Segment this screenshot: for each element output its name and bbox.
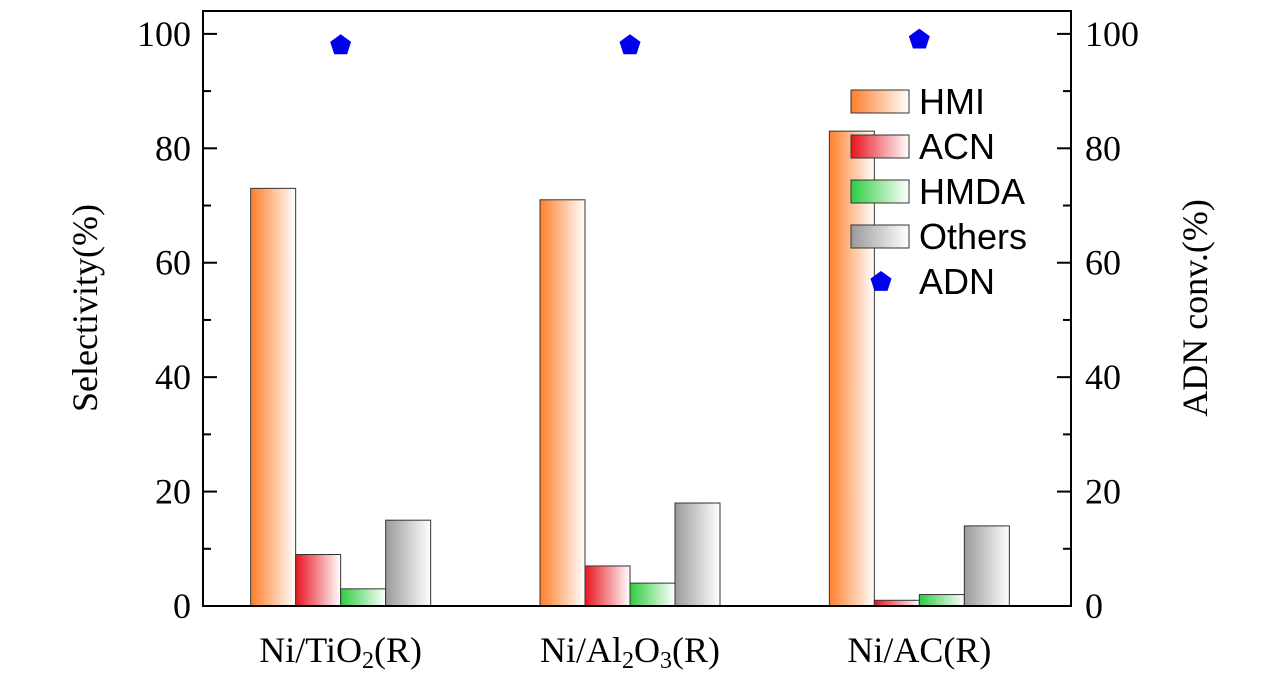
category-labels: Ni/TiO2(R) Ni/Al2O3(R) Ni/AC(R) bbox=[259, 630, 991, 674]
category-label-2: Ni/AC(R) bbox=[847, 630, 991, 670]
ytick-label-right-40: 40 bbox=[1085, 357, 1121, 397]
bar-others-2 bbox=[963, 525, 1010, 607]
ytick-label-left-0: 0 bbox=[173, 586, 191, 626]
bar-acn-0 bbox=[295, 554, 342, 607]
ytick-label-left-60: 60 bbox=[155, 243, 191, 283]
legend-swatch-acn bbox=[850, 134, 910, 159]
legend-label-hmda: HMDA bbox=[919, 171, 1025, 212]
ytick-label-right-100: 100 bbox=[1085, 14, 1139, 54]
ytick-label-left-80: 80 bbox=[155, 128, 191, 168]
ytick-label-left-100: 100 bbox=[137, 14, 191, 54]
ytick-label-left-40: 40 bbox=[155, 357, 191, 397]
bar-others-0 bbox=[385, 519, 432, 607]
y2-axis-title: ADN conv.(%) bbox=[1175, 199, 1215, 417]
ytick-label-right-60: 60 bbox=[1085, 243, 1121, 283]
ytick-label-left-20: 20 bbox=[155, 472, 191, 512]
bars-layer bbox=[250, 130, 1010, 607]
bar-acn-1 bbox=[584, 565, 631, 607]
bar-hmi-1 bbox=[539, 199, 586, 607]
y-axis-title: Selectivity(%) bbox=[65, 204, 105, 412]
legend-label-hmi: HMI bbox=[919, 81, 985, 122]
bar-hmda-2 bbox=[918, 594, 965, 607]
legend-label-others: Others bbox=[919, 216, 1027, 257]
bar-hmda-0 bbox=[340, 588, 387, 607]
legend-swatch-hmda bbox=[850, 179, 910, 204]
bar-hmi-0 bbox=[250, 187, 297, 607]
point-adn-2 bbox=[908, 28, 930, 49]
category-label-1: Ni/Al2O3(R) bbox=[540, 630, 720, 674]
point-adn-1 bbox=[619, 34, 641, 55]
legend-swatch-others bbox=[850, 224, 910, 249]
category-label-0: Ni/TiO2(R) bbox=[259, 630, 422, 674]
ytick-label-right-80: 80 bbox=[1085, 128, 1121, 168]
legend-label-adn: ADN bbox=[919, 261, 995, 302]
bar-hmda-1 bbox=[629, 582, 676, 607]
ytick-label-right-20: 20 bbox=[1085, 472, 1121, 512]
point-adn-0 bbox=[330, 34, 352, 55]
legend-label-acn: ACN bbox=[919, 126, 995, 167]
legend-swatch-hmi bbox=[850, 89, 910, 114]
bar-others-1 bbox=[674, 502, 721, 607]
plot-frame bbox=[202, 10, 1072, 607]
bar-hmi-2 bbox=[828, 130, 875, 607]
legend-marker-adn bbox=[870, 271, 892, 291]
points-layer bbox=[330, 28, 930, 55]
ticks-layer: 0 0 20 20 40 40 60 60 80 80 100 100 bbox=[137, 14, 1139, 626]
ytick-label-right-0: 0 bbox=[1085, 586, 1103, 626]
